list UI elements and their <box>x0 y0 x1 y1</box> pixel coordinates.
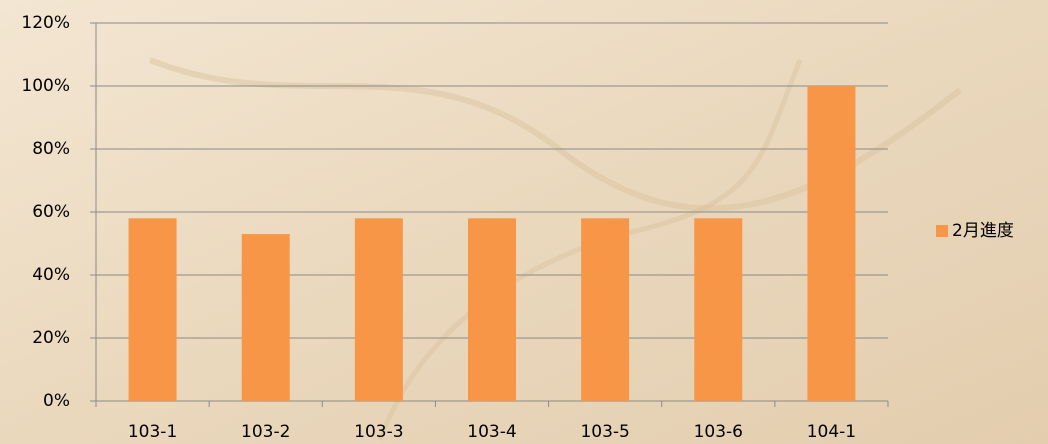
y-tick-label: 60% <box>32 202 70 222</box>
x-tick-label: 103-2 <box>241 422 290 442</box>
x-tick-label: 104-1 <box>807 422 856 442</box>
y-tick-label: 40% <box>32 265 70 285</box>
x-tick-label: 103-6 <box>694 422 743 442</box>
bar <box>694 218 742 401</box>
x-tick-label: 103-1 <box>128 422 177 442</box>
legend-swatch <box>936 225 948 237</box>
bar <box>242 234 290 401</box>
bar <box>355 218 403 401</box>
legend-label: 2月進度 <box>952 221 1014 241</box>
page: 0% 20% 40% 60% 80% 100% 120% 103-1 103-2 103-3 103… <box>0 0 1048 444</box>
bar <box>129 218 177 401</box>
bar <box>807 86 855 401</box>
y-tick-label: 20% <box>32 328 70 348</box>
bar <box>581 218 629 401</box>
y-tick-label: 0% <box>43 391 70 411</box>
y-tick-label: 100% <box>21 76 70 96</box>
x-tick-label: 103-5 <box>580 422 629 442</box>
y-tick-label: 120% <box>21 13 70 33</box>
chart: 0% 20% 40% 60% 80% 100% 120% 103-1 103-2 103-3 103… <box>0 0 1048 444</box>
bar <box>468 218 516 401</box>
y-tick-label: 80% <box>32 139 70 159</box>
x-tick-label: 103-3 <box>354 422 403 442</box>
x-tick-label: 103-4 <box>467 422 516 442</box>
